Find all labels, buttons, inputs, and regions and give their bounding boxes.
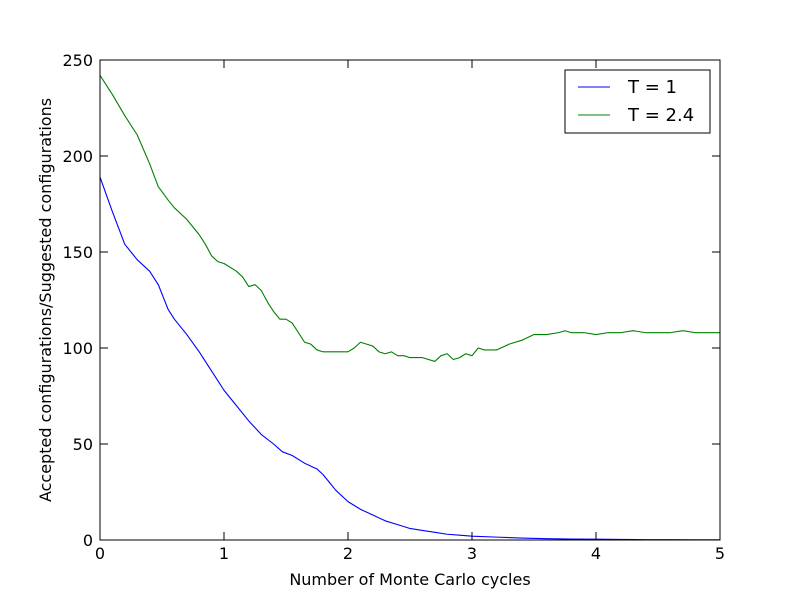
y-tick-label: 100 [62,339,93,358]
legend-box [564,69,711,134]
legend-label-t1: T = 1 [627,77,677,98]
x-axis-label: Number of Monte Carlo cycles [289,570,530,589]
y-tick-label: 50 [73,435,93,454]
plot-area [100,60,720,540]
series-line-t24 [99,75,720,362]
y-tick-label: 250 [62,51,93,70]
y-tick-label: 0 [83,531,93,550]
y-tick-label: 150 [62,243,93,262]
series-line-t1 [99,176,720,541]
x-tick-label: 2 [343,544,353,563]
y-axis-label: Accepted configurations/Suggested config… [36,98,55,502]
plot-frame [99,59,721,541]
series-layer [99,75,720,541]
y-tick-label: 200 [62,147,93,166]
x-tick-label: 1 [219,544,229,563]
x-tick-label: 3 [467,544,477,563]
x-tick-label: 4 [591,544,601,563]
x-tick-label: 0 [95,544,105,563]
x-tick-label: 5 [715,544,725,563]
legend-label-t24: T = 2.4 [627,105,694,126]
legend: T = 1 T = 2.4 [564,69,711,134]
